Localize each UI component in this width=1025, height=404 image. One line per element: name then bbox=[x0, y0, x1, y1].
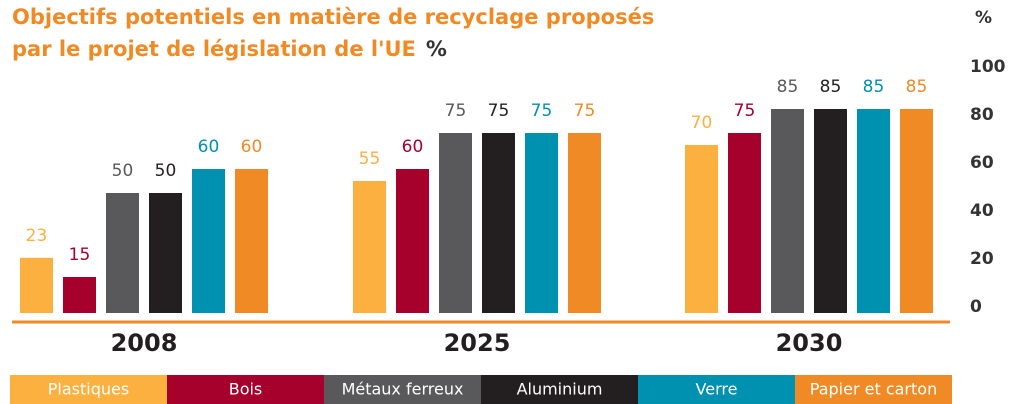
legend-label: Papier et carton bbox=[810, 380, 937, 399]
legend-label: Verre bbox=[696, 380, 738, 399]
legend-swatch bbox=[10, 375, 167, 404]
bar bbox=[814, 109, 847, 313]
value-label: 85 bbox=[777, 77, 799, 97]
value-label: 75 bbox=[488, 101, 510, 121]
x-tick-label: 2008 bbox=[111, 329, 178, 357]
y-tick-label: 0 bbox=[970, 297, 982, 317]
legend-label: Métaux ferreux bbox=[342, 380, 464, 399]
bar bbox=[525, 133, 558, 313]
title-unit: % bbox=[426, 37, 447, 61]
bar bbox=[728, 133, 761, 313]
value-label: 55 bbox=[359, 149, 381, 169]
bar bbox=[439, 133, 472, 313]
bar bbox=[857, 109, 890, 313]
legend-swatch bbox=[795, 375, 952, 404]
value-label: 75 bbox=[445, 101, 467, 121]
x-tick-label: 2030 bbox=[776, 329, 843, 357]
y-tick-label: 100 bbox=[970, 57, 1006, 77]
bar bbox=[685, 145, 718, 313]
value-label: 75 bbox=[531, 101, 553, 121]
value-label: 23 bbox=[26, 226, 48, 246]
y-tick-label: 20 bbox=[970, 249, 994, 269]
legend-swatch bbox=[638, 375, 795, 404]
value-label: 75 bbox=[734, 101, 756, 121]
value-label: 85 bbox=[863, 77, 885, 97]
bar bbox=[568, 133, 601, 313]
value-label: 75 bbox=[574, 101, 596, 121]
bar bbox=[353, 181, 386, 313]
x-tick-label: 2025 bbox=[444, 329, 511, 357]
bar bbox=[192, 169, 225, 313]
bar bbox=[63, 277, 96, 313]
bar bbox=[106, 193, 139, 313]
bar bbox=[396, 169, 429, 313]
value-label: 85 bbox=[906, 77, 928, 97]
value-label: 60 bbox=[241, 137, 263, 157]
bar bbox=[149, 193, 182, 313]
bar bbox=[235, 169, 268, 313]
value-label: 85 bbox=[820, 77, 842, 97]
value-label: 60 bbox=[402, 137, 424, 157]
chart-title-line: par le projet de législation de l'UE bbox=[12, 37, 416, 61]
legend-swatch bbox=[167, 375, 324, 404]
legend-swatch bbox=[481, 375, 638, 404]
value-label: 50 bbox=[112, 161, 134, 181]
y-tick-label: 80 bbox=[970, 105, 994, 125]
legend-label: Plastiques bbox=[48, 380, 129, 399]
y-axis-label: % bbox=[975, 8, 992, 28]
y-tick-label: 60 bbox=[970, 153, 994, 173]
bar bbox=[20, 257, 53, 313]
bar bbox=[482, 133, 515, 313]
chart-title-line: Objectifs potentiels en matière de recyc… bbox=[12, 5, 654, 29]
value-label: 50 bbox=[155, 161, 177, 181]
bar bbox=[771, 109, 804, 313]
bar bbox=[900, 109, 933, 313]
legend-swatch bbox=[324, 375, 481, 404]
legend-label: Bois bbox=[229, 380, 263, 399]
value-label: 60 bbox=[198, 137, 220, 157]
y-tick-label: 40 bbox=[970, 201, 994, 221]
value-label: 70 bbox=[691, 113, 713, 133]
legend-label: Aluminium bbox=[517, 380, 603, 399]
value-label: 15 bbox=[69, 245, 91, 265]
